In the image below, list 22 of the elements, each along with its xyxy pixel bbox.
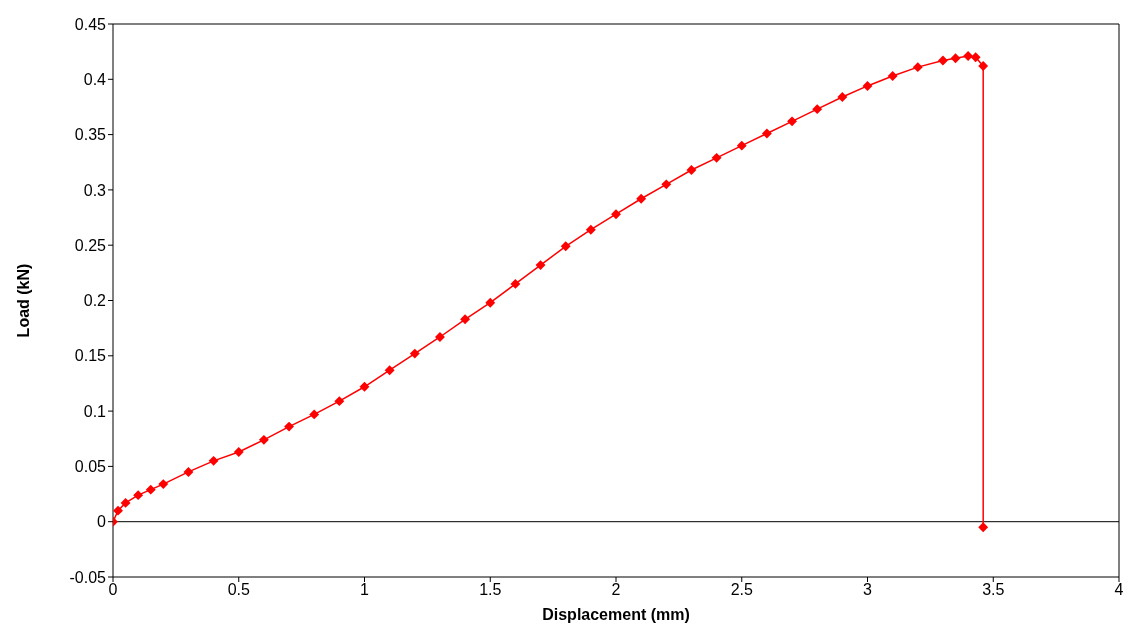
y-tick-label: 0.4 xyxy=(83,70,107,88)
x-tick-label: 3 xyxy=(863,581,873,599)
x-tick-label: 4 xyxy=(1114,581,1124,599)
y-tick-label: 0.3 xyxy=(83,181,107,199)
y-tick-label: -0.05 xyxy=(69,568,107,586)
y-tick-label: 0.1 xyxy=(83,402,107,420)
x-tick-label: 0 xyxy=(108,581,118,599)
x-tick-label: 2.5 xyxy=(730,581,753,599)
x-tick-label: 0.5 xyxy=(227,581,250,599)
y-axis-title: Load (kN) xyxy=(14,263,32,338)
x-tick-label: 2 xyxy=(611,581,621,599)
y-tick-label: 0.2 xyxy=(83,292,107,310)
x-tick-label: 3.5 xyxy=(982,581,1005,599)
y-tick-label: 0.45 xyxy=(74,15,107,33)
x-tick-label: 1.5 xyxy=(479,581,502,599)
y-tick-label: 0.25 xyxy=(74,236,107,254)
x-tick-label: 1 xyxy=(360,581,370,599)
y-tick-label: 0.35 xyxy=(74,126,107,144)
y-tick-label: 0.15 xyxy=(74,347,107,365)
x-axis-title: Displacement (mm) xyxy=(542,606,690,623)
y-tick-label: 0 xyxy=(97,513,107,531)
y-tick-label: 0.05 xyxy=(74,458,107,476)
